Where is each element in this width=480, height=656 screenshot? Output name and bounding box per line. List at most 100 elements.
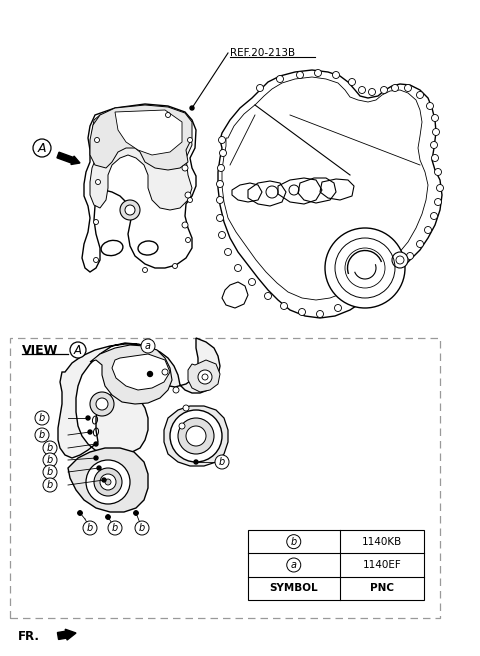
Circle shape [166, 112, 170, 117]
Circle shape [106, 515, 110, 519]
Text: a: a [145, 341, 151, 351]
Circle shape [424, 226, 432, 234]
Circle shape [186, 426, 206, 446]
Circle shape [190, 106, 194, 110]
Polygon shape [82, 104, 196, 272]
Text: b: b [47, 467, 53, 477]
Bar [248, 530, 424, 600]
Circle shape [88, 430, 92, 434]
Circle shape [218, 232, 226, 239]
Circle shape [125, 205, 135, 215]
Circle shape [134, 511, 138, 515]
Circle shape [86, 416, 90, 420]
Circle shape [97, 466, 101, 470]
Text: b: b [219, 457, 225, 467]
Circle shape [432, 129, 440, 136]
Text: PNC: PNC [370, 583, 394, 593]
Circle shape [219, 150, 227, 157]
Circle shape [183, 405, 189, 411]
Circle shape [170, 410, 222, 462]
Circle shape [314, 70, 322, 77]
Circle shape [33, 139, 51, 157]
Circle shape [335, 304, 341, 312]
Circle shape [95, 138, 99, 142]
Circle shape [316, 310, 324, 318]
Text: b: b [139, 523, 145, 533]
Polygon shape [90, 105, 192, 170]
Circle shape [94, 456, 98, 460]
Circle shape [105, 479, 111, 485]
Circle shape [143, 268, 147, 272]
Polygon shape [188, 360, 220, 392]
Circle shape [216, 215, 224, 222]
Text: b: b [290, 537, 297, 546]
Circle shape [94, 220, 98, 224]
Circle shape [217, 165, 225, 171]
Circle shape [43, 465, 57, 479]
Circle shape [333, 72, 339, 79]
Circle shape [218, 136, 226, 144]
Text: b: b [87, 523, 93, 533]
Text: REF.20-213B: REF.20-213B [230, 48, 295, 58]
Circle shape [407, 253, 413, 260]
Text: b: b [112, 523, 118, 533]
Circle shape [249, 279, 255, 285]
Circle shape [194, 460, 198, 464]
Circle shape [83, 521, 97, 535]
Circle shape [188, 197, 192, 203]
Circle shape [100, 474, 116, 490]
Text: FR.: FR. [18, 630, 40, 644]
Circle shape [235, 264, 241, 272]
Circle shape [147, 371, 153, 377]
Circle shape [43, 453, 57, 467]
Circle shape [141, 339, 155, 353]
Circle shape [392, 85, 398, 91]
Circle shape [287, 558, 301, 572]
Circle shape [96, 398, 108, 410]
Circle shape [172, 264, 178, 268]
Ellipse shape [138, 241, 158, 255]
Circle shape [215, 455, 229, 469]
Polygon shape [222, 282, 248, 308]
FancyArrow shape [58, 629, 76, 640]
Polygon shape [90, 107, 192, 210]
Circle shape [35, 428, 49, 442]
Circle shape [348, 79, 356, 85]
Text: b: b [47, 455, 53, 465]
Polygon shape [68, 448, 148, 512]
Circle shape [134, 511, 138, 515]
Circle shape [198, 370, 212, 384]
Circle shape [434, 169, 442, 176]
Bar [10, 338, 440, 618]
Circle shape [135, 521, 149, 535]
Circle shape [173, 387, 179, 393]
Polygon shape [115, 110, 182, 155]
Circle shape [94, 468, 122, 496]
Circle shape [102, 478, 106, 482]
Circle shape [381, 87, 387, 94]
Circle shape [431, 142, 437, 148]
Circle shape [78, 511, 82, 515]
Circle shape [436, 184, 444, 192]
Circle shape [405, 85, 411, 91]
Circle shape [256, 85, 264, 91]
Circle shape [216, 180, 224, 188]
Circle shape [182, 165, 188, 171]
Circle shape [287, 535, 301, 548]
Text: b: b [47, 480, 53, 490]
Circle shape [225, 249, 231, 255]
Circle shape [432, 115, 439, 121]
Ellipse shape [101, 240, 123, 256]
Circle shape [276, 75, 284, 83]
Text: b: b [39, 430, 45, 440]
Circle shape [417, 91, 423, 98]
Circle shape [106, 515, 110, 519]
Circle shape [94, 442, 98, 446]
Circle shape [178, 418, 214, 454]
Circle shape [434, 199, 442, 205]
Circle shape [395, 264, 401, 272]
Text: b: b [39, 413, 45, 423]
Text: a: a [291, 560, 297, 570]
Text: A: A [74, 344, 82, 356]
Polygon shape [58, 338, 220, 458]
